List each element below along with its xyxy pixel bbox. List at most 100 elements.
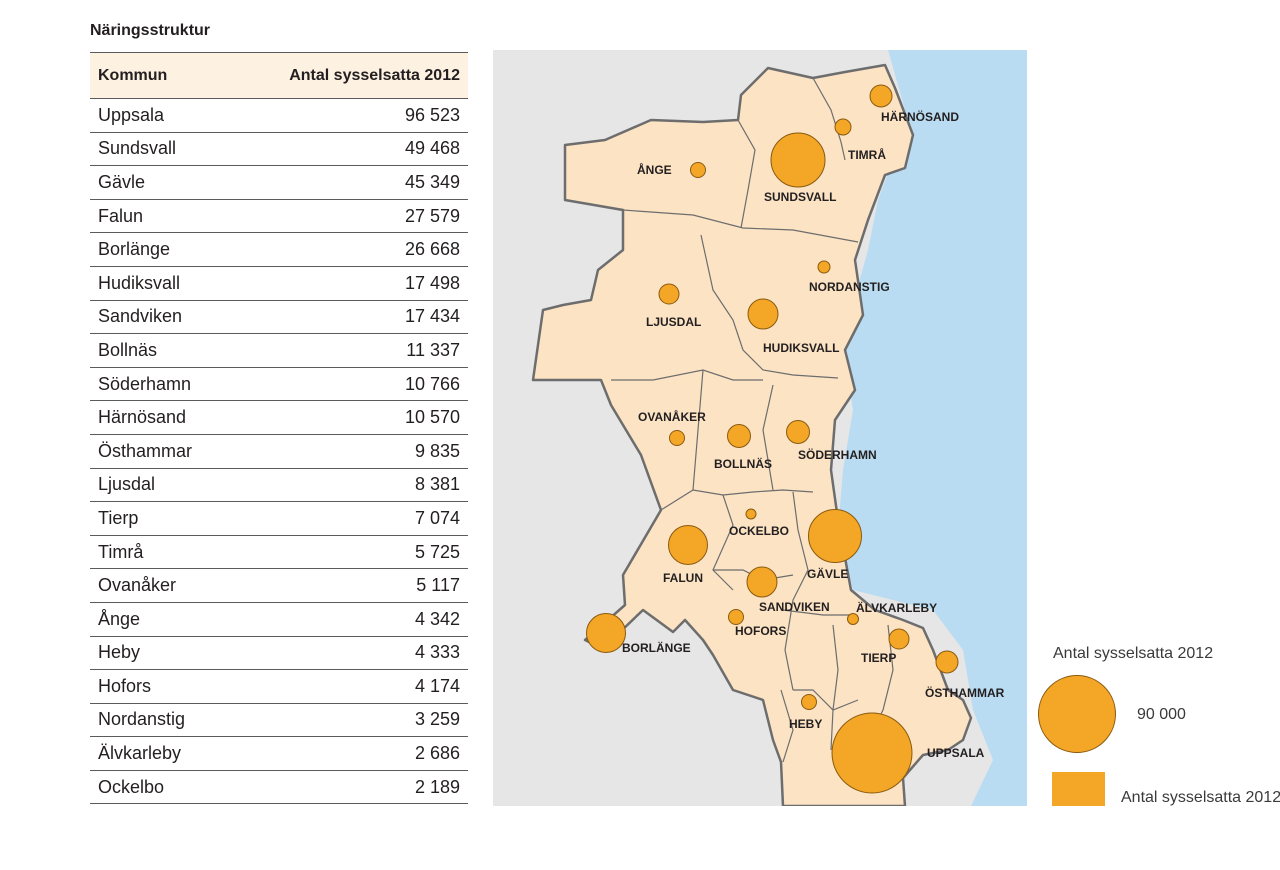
antal-cell: 8 381 [230, 468, 468, 503]
antal-cell: 4 174 [230, 669, 468, 704]
circle-harnosand [869, 84, 893, 108]
table-row: Heby 4 333 [90, 636, 468, 671]
table-row: Söderhamn 10 766 [90, 367, 468, 402]
kommun-cell: Falun [90, 199, 231, 234]
legend-rect [1052, 772, 1105, 806]
table-row: Hofors 4 174 [90, 669, 468, 704]
circle-sundsvall [770, 132, 826, 188]
kommun-cell: Ljusdal [90, 468, 231, 503]
table-row: Timrå 5 725 [90, 535, 468, 570]
table-row: Uppsala 96 523 [90, 98, 468, 133]
table-row: Östhammar 9 835 [90, 434, 468, 469]
antal-cell: 96 523 [230, 98, 468, 133]
table-header-row: Kommun Antal sysselsatta 2012 [90, 52, 468, 99]
antal-cell: 9 835 [230, 434, 468, 469]
label-ockelbo: OCKELBO [729, 524, 789, 538]
legend-title: Antal sysselsatta 2012 [1053, 645, 1214, 662]
legend-rect-label: Antal sysselsatta 2012 [1121, 789, 1280, 806]
kommun-cell: Bollnäs [90, 333, 231, 368]
label-nordanstig: NORDANSTIG [809, 280, 890, 294]
label-harnosand: HÄRNÖSAND [881, 109, 959, 124]
kommun-cell: Härnösand [90, 400, 231, 435]
legend-circle [1038, 675, 1116, 753]
region-map: HÄRNÖSAND TIMRÅ ÅNGE SUNDSVALL NORDANSTI… [493, 50, 1027, 806]
orange-circles [586, 84, 959, 794]
circle-ange [690, 162, 706, 178]
antal-cell: 27 579 [230, 199, 468, 234]
table-row: Ånge 4 342 [90, 602, 468, 637]
municipality-labels: HÄRNÖSAND TIMRÅ ÅNGE SUNDSVALL NORDANSTI… [622, 109, 1005, 760]
kommun-cell: Gävle [90, 165, 231, 200]
label-bollnas: BOLLNÄS [714, 456, 772, 471]
table-row: Älvkarleby 2 686 [90, 736, 468, 771]
circle-ovanaker [669, 430, 685, 446]
table-row: Gävle 45 349 [90, 165, 468, 200]
kommun-cell: Söderhamn [90, 367, 231, 402]
region-area [531, 63, 973, 806]
label-ljusdal: LJUSDAL [646, 315, 701, 329]
table-row: Falun 27 579 [90, 199, 468, 234]
label-ovanaker: OVANÅKER [638, 409, 706, 424]
table-row: Sandviken 17 434 [90, 300, 468, 335]
label-soderhamn: SÖDERHAMN [798, 447, 877, 462]
label-falun: FALUN [663, 571, 703, 585]
label-hudiksvall: HUDIKSVALL [763, 341, 839, 355]
circle-heby [801, 694, 817, 710]
table-row: Tierp 7 074 [90, 501, 468, 536]
label-uppsala: UPPSALA [927, 746, 985, 760]
table-row: Nordanstig 3 259 [90, 703, 468, 738]
kommun-cell: Älvkarleby [90, 736, 231, 771]
antal-cell: 2 686 [230, 736, 468, 771]
table-row: Härnösand 10 570 [90, 400, 468, 435]
circle-nordanstig [817, 260, 831, 274]
antal-cell: 5 117 [230, 568, 468, 603]
circle-falun [668, 525, 708, 565]
antal-cell: 3 259 [230, 703, 468, 738]
label-heby: HEBY [789, 717, 822, 731]
label-ange: ÅNGE [637, 162, 672, 177]
kommun-cell: Hudiksvall [90, 266, 231, 301]
kommun-cell: Nordanstig [90, 703, 231, 738]
page-title: Näringsstruktur [90, 22, 211, 39]
label-timra: TIMRÅ [848, 147, 886, 162]
label-tierp: TIERP [861, 651, 896, 665]
kommun-cell: Heby [90, 636, 231, 671]
kommun-cell: Sundsvall [90, 132, 231, 167]
label-alvkarleby: ÄLVKARLEBY [856, 600, 937, 615]
label-hofors: HOFORS [735, 624, 786, 638]
municipal-borders [611, 77, 894, 763]
kommun-cell: Ånge [90, 602, 231, 637]
antal-cell: 26 668 [230, 232, 468, 267]
circle-soderhamn [786, 420, 810, 444]
kommun-cell: Uppsala [90, 98, 231, 133]
circle-bollnas [727, 424, 751, 448]
circle-gavle [808, 509, 862, 563]
circle-timra [834, 118, 852, 136]
kommun-cell: Ovanåker [90, 568, 231, 603]
antal-cell: 49 468 [230, 132, 468, 167]
table-row: Ovanåker 5 117 [90, 568, 468, 603]
circle-borlange [586, 613, 626, 653]
kommun-cell: Timrå [90, 535, 231, 570]
table-row: Bollnäs 11 337 [90, 333, 468, 368]
label-gavle: GÄVLE [807, 566, 848, 581]
antal-cell: 10 766 [230, 367, 468, 402]
kommun-cell: Ockelbo [90, 770, 231, 805]
circle-ljusdal [658, 283, 680, 305]
table-row: Hudiksvall 17 498 [90, 266, 468, 301]
circle-tierp [888, 628, 910, 650]
antal-cell: 2 189 [230, 770, 468, 805]
table-row: Borlänge 26 668 [90, 232, 468, 267]
legend-circle-value: 90 000 [1137, 706, 1186, 723]
circle-uppsala [831, 712, 913, 794]
label-sundsvall: SUNDSVALL [764, 190, 836, 204]
label-sandviken: SANDVIKEN [759, 600, 830, 614]
table-row: Sundsvall 49 468 [90, 132, 468, 167]
circle-osthammar [935, 650, 959, 674]
employment-table: Kommun Antal sysselsatta 2012 Uppsala 96 … [90, 52, 468, 805]
column-header-antal: Antal sysselsatta 2012 [230, 52, 468, 99]
antal-cell: 11 337 [230, 333, 468, 368]
label-osthammar: ÖSTHAMMAR [925, 685, 1005, 700]
antal-cell: 7 074 [230, 501, 468, 536]
table-row: Ockelbo 2 189 [90, 770, 468, 805]
